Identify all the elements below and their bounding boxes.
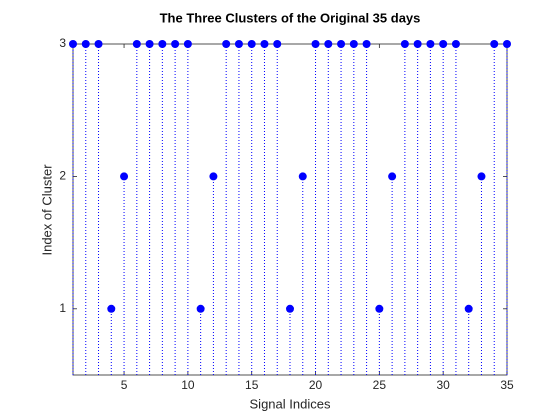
y-tick-label: 1 — [59, 301, 66, 315]
stem-marker — [158, 40, 167, 48]
plot-box — [72, 43, 508, 376]
stem-marker — [81, 40, 90, 48]
stem-marker — [400, 40, 409, 48]
x-tick-label: 25 — [373, 378, 387, 392]
stem-marker — [183, 40, 192, 48]
stem-marker — [273, 40, 282, 48]
stem-marker — [464, 304, 473, 313]
stem-marker — [298, 172, 307, 181]
y-tick-label: 3 — [59, 36, 66, 50]
stem-marker — [388, 172, 397, 181]
x-tick-label: 30 — [436, 378, 450, 392]
stem-marker — [247, 40, 256, 48]
stem-marker — [69, 40, 77, 48]
stem-marker — [362, 40, 371, 48]
stem-marker — [234, 40, 243, 48]
stem-marker — [439, 40, 448, 48]
stem-marker — [413, 40, 422, 48]
stem-marker — [132, 40, 141, 48]
stem-marker — [171, 40, 180, 48]
stem-marker — [375, 304, 384, 313]
stem-marker — [324, 40, 333, 48]
x-tick-label: 10 — [181, 378, 195, 392]
stem-marker — [337, 40, 346, 48]
stem-marker — [260, 40, 269, 48]
stem-marker — [120, 172, 129, 181]
x-tick-label: 35 — [500, 378, 514, 392]
x-axis-label: Signal Indices — [250, 396, 331, 411]
stem-marker — [426, 40, 435, 48]
stem-marker — [209, 172, 218, 181]
stem-marker — [222, 40, 231, 48]
x-tick-label: 5 — [121, 378, 128, 392]
stem-marker — [503, 40, 511, 48]
stem-marker — [196, 304, 205, 313]
x-tick-label: 15 — [245, 378, 259, 392]
stem-marker — [145, 40, 154, 48]
stem-marker — [490, 40, 499, 48]
y-tick-label: 2 — [59, 169, 66, 183]
stem-marker — [311, 40, 320, 48]
stem-marker — [477, 172, 486, 181]
stem-marker — [349, 40, 358, 48]
stem-marker — [107, 304, 116, 313]
stem-marker — [451, 40, 460, 48]
y-axis-label: Index of Cluster — [39, 164, 54, 256]
x-tick-label: 20 — [309, 378, 323, 392]
stem-marker — [286, 304, 294, 313]
chart-title: The Three Clusters of the Original 35 da… — [160, 10, 421, 25]
stem-marker — [94, 40, 103, 48]
